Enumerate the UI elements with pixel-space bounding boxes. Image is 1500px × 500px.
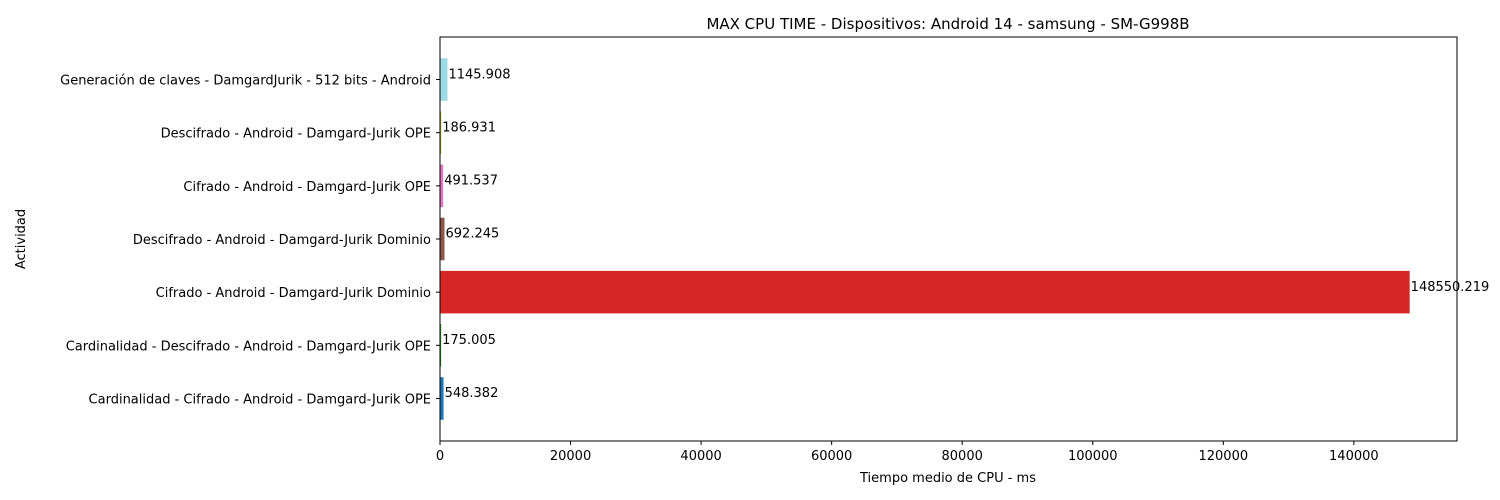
- x-tick-label: 120000: [1198, 449, 1248, 464]
- y-axis-label: Actividad: [14, 209, 29, 269]
- y-tick-label: Descifrado - Android - Damgard-Jurik Dom…: [133, 233, 431, 248]
- x-tick-label: 140000: [1329, 449, 1379, 464]
- bar-cardinalidad-descifrado-android-damgard-jurik-ope: [440, 324, 442, 367]
- y-axis: Cardinalidad - Cifrado - Android - Damga…: [60, 74, 440, 407]
- x-axis: 0 20000 40000 60000 80000 100000 120000 140000: [436, 441, 1379, 464]
- x-tick-label: 0: [436, 449, 444, 464]
- y-tick-label: Descifrado - Android - Damgard-Jurik OPE: [161, 127, 431, 142]
- bars-layer: [440, 58, 1410, 420]
- data-label-descifrado-android-damgard-jurik-ope: 186.931: [442, 120, 496, 135]
- bar-descifrado-android-damgard-jurik-dominio: [440, 217, 445, 261]
- x-axis-label: Tiempo medio de CPU - ms: [859, 471, 1036, 486]
- bar-generacion-de-claves-damgardjurik-512-bits-android: [440, 58, 448, 101]
- chart-title: MAX CPU TIME - Dispositivos: Android 14 …: [706, 15, 1189, 33]
- bar-cardinalidad-cifrado-android-damgard-jurik-ope: [440, 377, 444, 420]
- x-tick-label: 100000: [1068, 449, 1118, 464]
- y-tick-label: Cardinalidad - Cifrado - Android - Damga…: [89, 392, 431, 407]
- data-label-cifrado-android-damgard-jurik-ope: 491.537: [444, 174, 498, 189]
- data-label-descifrado-android-damgard-jurik-dominio: 692.245: [446, 227, 500, 242]
- bar-descifrado-android-damgard-jurik-ope: [440, 111, 442, 154]
- y-tick-label: Cardinalidad - Descifrado - Android - Da…: [66, 339, 431, 354]
- bar-cifrado-android-damgard-jurik-dominio: [440, 270, 1410, 314]
- x-tick-label: 40000: [680, 449, 721, 464]
- data-label-cardinalidad-cifrado-android-damgard-jurik-ope: 548.382: [445, 386, 499, 401]
- y-tick-label: Cifrado - Android - Damgard-Jurik Domini…: [156, 286, 431, 301]
- x-tick-label: 80000: [942, 449, 983, 464]
- data-labels-layer: 548.382 175.005 148550.219 692.245 491.537 18…: [442, 67, 1489, 401]
- x-tick-label: 60000: [811, 449, 852, 464]
- data-label-cardinalidad-descifrado-android-damgard-jurik-ope: 175.005: [442, 333, 496, 348]
- plot-area-frame: [439, 36, 1458, 442]
- x-tick-label: 20000: [550, 449, 591, 464]
- bar-cifrado-android-damgard-jurik-ope: [440, 164, 444, 208]
- data-label-cifrado-android-damgard-jurik-dominio: 148550.219: [1411, 280, 1490, 295]
- data-label-generacion-de-claves-damgardjurik-512-bits-android: 1145.908: [448, 67, 510, 82]
- y-tick-label: Generación de claves - DamgardJurik - 51…: [60, 74, 431, 89]
- y-tick-label: Cifrado - Android - Damgard-Jurik OPE: [183, 180, 431, 195]
